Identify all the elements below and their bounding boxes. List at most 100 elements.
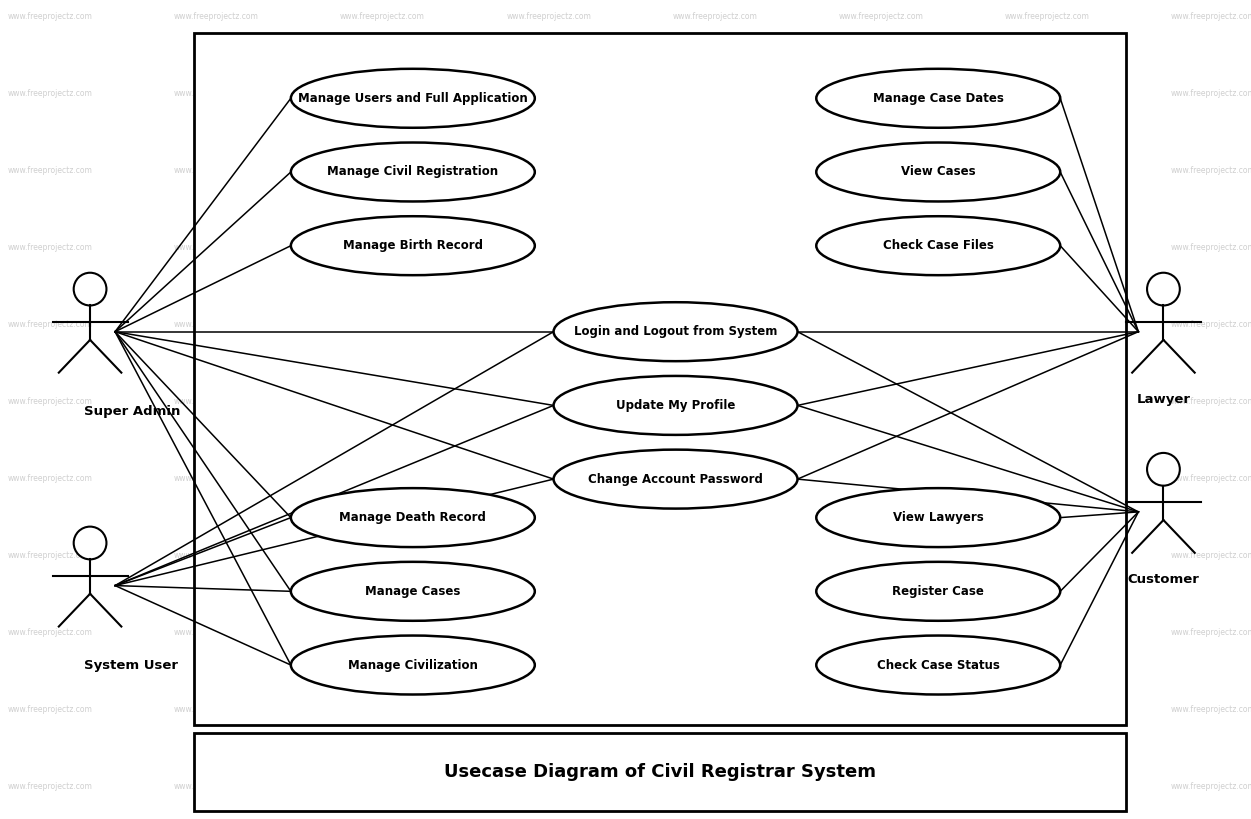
Text: www.freeprojectz.com: www.freeprojectz.com	[1005, 320, 1090, 328]
Text: www.freeprojectz.com: www.freeprojectz.com	[174, 474, 259, 482]
Text: Lawyer: Lawyer	[1136, 393, 1191, 406]
Text: www.freeprojectz.com: www.freeprojectz.com	[673, 397, 757, 405]
Ellipse shape	[290, 562, 535, 621]
Ellipse shape	[816, 562, 1061, 621]
Ellipse shape	[554, 450, 798, 509]
Text: Manage Civilization: Manage Civilization	[348, 658, 478, 672]
Text: www.freeprojectz.com: www.freeprojectz.com	[1005, 243, 1090, 251]
Text: www.freeprojectz.com: www.freeprojectz.com	[838, 12, 923, 20]
Text: www.freeprojectz.com: www.freeprojectz.com	[174, 551, 259, 559]
Text: www.freeprojectz.com: www.freeprojectz.com	[1171, 705, 1251, 713]
Text: www.freeprojectz.com: www.freeprojectz.com	[838, 166, 923, 174]
Text: www.freeprojectz.com: www.freeprojectz.com	[1171, 89, 1251, 97]
Text: www.freeprojectz.com: www.freeprojectz.com	[340, 551, 425, 559]
Ellipse shape	[290, 488, 535, 547]
Text: www.freeprojectz.com: www.freeprojectz.com	[8, 320, 93, 328]
Text: www.freeprojectz.com: www.freeprojectz.com	[340, 397, 425, 405]
Text: www.freeprojectz.com: www.freeprojectz.com	[838, 474, 923, 482]
Ellipse shape	[290, 636, 535, 695]
Text: www.freeprojectz.com: www.freeprojectz.com	[1005, 628, 1090, 636]
Text: www.freeprojectz.com: www.freeprojectz.com	[1171, 782, 1251, 790]
Text: www.freeprojectz.com: www.freeprojectz.com	[174, 320, 259, 328]
Ellipse shape	[290, 69, 535, 128]
Text: Manage Death Record: Manage Death Record	[339, 511, 487, 524]
Ellipse shape	[290, 143, 535, 201]
Text: www.freeprojectz.com: www.freeprojectz.com	[174, 628, 259, 636]
Text: Manage Cases: Manage Cases	[365, 585, 460, 598]
Text: www.freeprojectz.com: www.freeprojectz.com	[507, 551, 590, 559]
Text: www.freeprojectz.com: www.freeprojectz.com	[673, 89, 757, 97]
Text: www.freeprojectz.com: www.freeprojectz.com	[838, 782, 923, 790]
Text: www.freeprojectz.com: www.freeprojectz.com	[1171, 320, 1251, 328]
Text: www.freeprojectz.com: www.freeprojectz.com	[673, 705, 757, 713]
Text: www.freeprojectz.com: www.freeprojectz.com	[340, 166, 425, 174]
Text: Change Account Password: Change Account Password	[588, 473, 763, 486]
Text: www.freeprojectz.com: www.freeprojectz.com	[838, 243, 923, 251]
Text: Update My Profile: Update My Profile	[615, 399, 736, 412]
Text: www.freeprojectz.com: www.freeprojectz.com	[673, 166, 757, 174]
Text: www.freeprojectz.com: www.freeprojectz.com	[174, 243, 259, 251]
Text: Check Case Files: Check Case Files	[883, 239, 993, 252]
Text: www.freeprojectz.com: www.freeprojectz.com	[340, 474, 425, 482]
Text: www.freeprojectz.com: www.freeprojectz.com	[673, 320, 757, 328]
Text: www.freeprojectz.com: www.freeprojectz.com	[1171, 628, 1251, 636]
Text: www.freeprojectz.com: www.freeprojectz.com	[8, 89, 93, 97]
Text: www.freeprojectz.com: www.freeprojectz.com	[507, 166, 590, 174]
Text: www.freeprojectz.com: www.freeprojectz.com	[1171, 474, 1251, 482]
Text: www.freeprojectz.com: www.freeprojectz.com	[174, 397, 259, 405]
Ellipse shape	[74, 527, 106, 559]
Text: Login and Logout from System: Login and Logout from System	[574, 325, 777, 338]
Text: www.freeprojectz.com: www.freeprojectz.com	[673, 551, 757, 559]
Text: www.freeprojectz.com: www.freeprojectz.com	[1005, 166, 1090, 174]
Text: Manage Case Dates: Manage Case Dates	[873, 92, 1003, 105]
Text: www.freeprojectz.com: www.freeprojectz.com	[1005, 705, 1090, 713]
Text: www.freeprojectz.com: www.freeprojectz.com	[507, 320, 590, 328]
Text: www.freeprojectz.com: www.freeprojectz.com	[507, 782, 590, 790]
Text: www.freeprojectz.com: www.freeprojectz.com	[1005, 89, 1090, 97]
Text: www.freeprojectz.com: www.freeprojectz.com	[174, 166, 259, 174]
Text: www.freeprojectz.com: www.freeprojectz.com	[8, 12, 93, 20]
Ellipse shape	[554, 376, 798, 435]
Text: www.freeprojectz.com: www.freeprojectz.com	[1171, 551, 1251, 559]
Ellipse shape	[816, 488, 1061, 547]
Text: Manage Civil Registration: Manage Civil Registration	[328, 165, 498, 179]
Text: View Cases: View Cases	[901, 165, 976, 179]
Text: www.freeprojectz.com: www.freeprojectz.com	[340, 782, 425, 790]
Text: www.freeprojectz.com: www.freeprojectz.com	[1005, 551, 1090, 559]
Text: Manage Users and Full Application: Manage Users and Full Application	[298, 92, 528, 105]
Text: www.freeprojectz.com: www.freeprojectz.com	[1171, 397, 1251, 405]
Text: www.freeprojectz.com: www.freeprojectz.com	[838, 628, 923, 636]
Text: www.freeprojectz.com: www.freeprojectz.com	[1005, 12, 1090, 20]
Text: www.freeprojectz.com: www.freeprojectz.com	[507, 397, 590, 405]
Text: www.freeprojectz.com: www.freeprojectz.com	[340, 628, 425, 636]
Text: www.freeprojectz.com: www.freeprojectz.com	[8, 243, 93, 251]
Ellipse shape	[290, 216, 535, 275]
Text: www.freeprojectz.com: www.freeprojectz.com	[673, 628, 757, 636]
Text: www.freeprojectz.com: www.freeprojectz.com	[507, 89, 590, 97]
Text: www.freeprojectz.com: www.freeprojectz.com	[8, 166, 93, 174]
Text: www.freeprojectz.com: www.freeprojectz.com	[8, 397, 93, 405]
Text: www.freeprojectz.com: www.freeprojectz.com	[340, 89, 425, 97]
Text: Usecase Diagram of Civil Registrar System: Usecase Diagram of Civil Registrar Syste…	[444, 763, 876, 781]
Text: www.freeprojectz.com: www.freeprojectz.com	[340, 12, 425, 20]
Text: www.freeprojectz.com: www.freeprojectz.com	[174, 89, 259, 97]
Text: www.freeprojectz.com: www.freeprojectz.com	[507, 243, 590, 251]
Text: Register Case: Register Case	[892, 585, 985, 598]
FancyBboxPatch shape	[194, 33, 1126, 725]
Text: System User: System User	[84, 659, 178, 672]
Text: Check Case Status: Check Case Status	[877, 658, 1000, 672]
Text: www.freeprojectz.com: www.freeprojectz.com	[340, 243, 425, 251]
Text: www.freeprojectz.com: www.freeprojectz.com	[340, 705, 425, 713]
Ellipse shape	[1147, 273, 1180, 305]
Text: www.freeprojectz.com: www.freeprojectz.com	[8, 628, 93, 636]
Text: www.freeprojectz.com: www.freeprojectz.com	[1005, 782, 1090, 790]
Text: www.freeprojectz.com: www.freeprojectz.com	[673, 782, 757, 790]
Text: www.freeprojectz.com: www.freeprojectz.com	[174, 782, 259, 790]
Text: www.freeprojectz.com: www.freeprojectz.com	[8, 551, 93, 559]
Ellipse shape	[816, 69, 1061, 128]
Text: www.freeprojectz.com: www.freeprojectz.com	[838, 397, 923, 405]
Text: www.freeprojectz.com: www.freeprojectz.com	[1171, 243, 1251, 251]
Text: www.freeprojectz.com: www.freeprojectz.com	[507, 628, 590, 636]
Text: Customer: Customer	[1127, 573, 1200, 586]
Text: www.freeprojectz.com: www.freeprojectz.com	[838, 705, 923, 713]
